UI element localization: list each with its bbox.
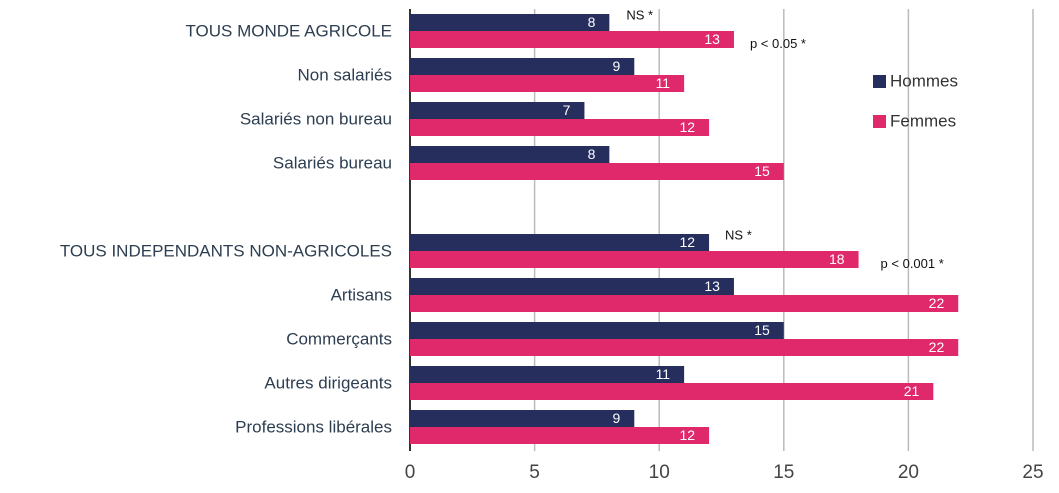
bar	[410, 75, 685, 92]
category-label: Artisans	[331, 285, 392, 304]
value-label: 22	[929, 339, 945, 355]
bar	[410, 58, 635, 75]
value-label: 13	[704, 278, 720, 294]
legend-label: Hommes	[890, 71, 958, 90]
category-label: TOUS MONDE AGRICOLE	[185, 21, 392, 40]
annotation: p < 0.05 *	[750, 36, 806, 51]
value-label: 8	[588, 14, 596, 30]
annotation: NS *	[725, 227, 752, 242]
bar	[410, 278, 734, 295]
category-label: TOUS INDEPENDANTS NON-AGRICOLES	[60, 241, 392, 260]
bar	[410, 119, 710, 136]
value-label: 12	[679, 427, 695, 443]
legend-swatch	[873, 75, 886, 88]
x-tick-label: 25	[1022, 462, 1043, 483]
legend-swatch	[873, 115, 886, 128]
annotation: NS *	[626, 7, 653, 22]
bar	[410, 339, 959, 356]
value-label: 15	[754, 163, 770, 179]
value-label: 11	[656, 75, 671, 91]
x-tick-label: 10	[649, 462, 670, 483]
value-label: 21	[904, 383, 920, 399]
value-label: 9	[612, 410, 620, 426]
value-label: 18	[829, 251, 845, 267]
category-label: Salariés non bureau	[240, 109, 392, 128]
category-label: Autres dirigeants	[264, 373, 392, 392]
value-label: 12	[679, 234, 695, 250]
bar	[410, 31, 734, 48]
x-tick-label: 15	[773, 462, 794, 483]
bar	[410, 146, 610, 163]
bar	[410, 251, 859, 268]
value-label: 22	[929, 295, 945, 311]
x-tick-label: 0	[405, 462, 416, 483]
value-label: 11	[656, 366, 671, 382]
value-label: 7	[563, 102, 571, 118]
bar	[410, 383, 934, 400]
bar	[410, 427, 710, 444]
bar	[410, 14, 610, 31]
bar	[410, 234, 710, 251]
value-label: 13	[704, 31, 720, 47]
category-label: Salariés bureau	[273, 153, 392, 172]
value-label: 12	[679, 119, 695, 135]
x-tick-label: 20	[898, 462, 919, 483]
value-label: 8	[588, 146, 596, 162]
category-label: Non salariés	[298, 65, 393, 84]
legend-label: Femmes	[890, 111, 956, 130]
category-label: Professions libérales	[235, 417, 392, 436]
bar	[410, 366, 685, 383]
value-label: 9	[612, 58, 620, 74]
annotation: p < 0.001 *	[881, 256, 944, 271]
bar	[410, 322, 784, 339]
category-label: Commerçants	[286, 329, 392, 348]
value-label: 15	[754, 322, 770, 338]
bar	[410, 410, 635, 427]
x-tick-label: 5	[529, 462, 540, 483]
bar	[410, 163, 784, 180]
bar	[410, 295, 959, 312]
bar	[410, 102, 585, 119]
